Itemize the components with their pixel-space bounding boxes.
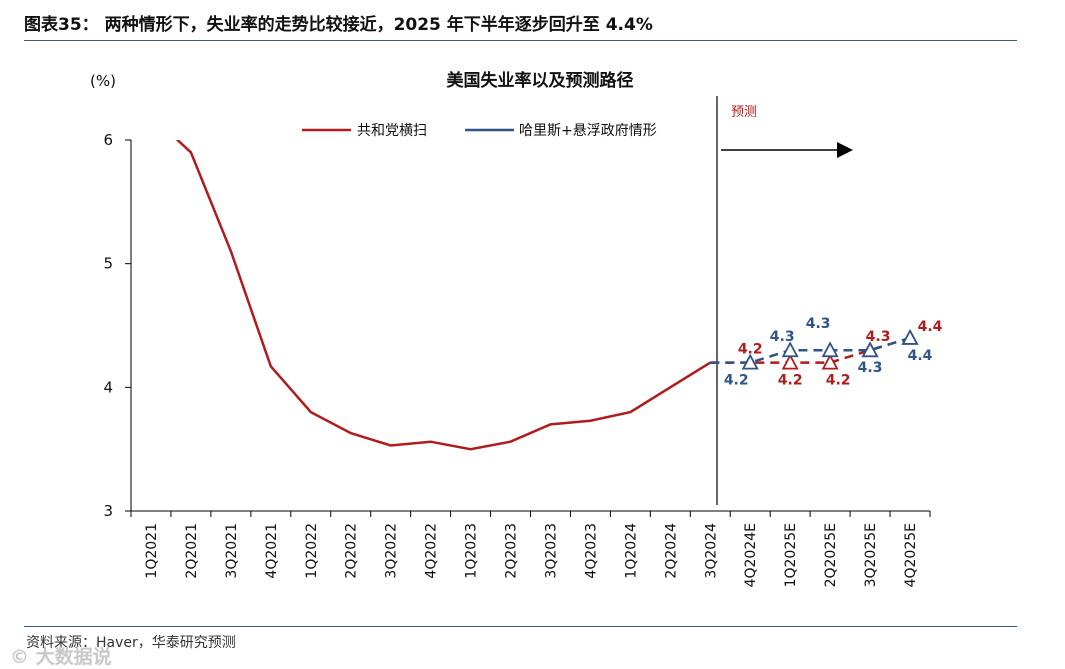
top-rule [24, 40, 1017, 41]
x-tick-label: 1Q2025E [783, 523, 799, 587]
data-label: 4.2 [738, 342, 763, 358]
data-point-marker [781, 353, 799, 370]
x-tick-label: 3Q2025E [863, 523, 879, 587]
forecast-label: 预测 [731, 105, 757, 120]
data-label: 4.2 [724, 373, 749, 389]
x-tick-label: 2Q2025E [823, 523, 839, 587]
x-tick-label: 4Q2021 [264, 523, 280, 579]
data-label: 4.3 [866, 329, 891, 345]
x-tick-label: 4Q2025E [903, 523, 919, 587]
x-tick-label: 1Q2022 [304, 523, 320, 579]
x-tick-label: 2Q2021 [184, 523, 200, 579]
data-point-marker [821, 341, 839, 358]
forecast-arrow-head [837, 142, 853, 158]
data-label: 4.3 [858, 360, 883, 376]
legend-label-harris: 哈里斯+悬浮政府情形 [519, 123, 657, 139]
data-point-marker [821, 353, 839, 370]
watermark-text: © 大数据说 [10, 646, 112, 668]
bottom-rule [24, 626, 1017, 627]
data-point-marker [901, 328, 919, 345]
data-point-marker [781, 341, 799, 358]
x-tick-label: 1Q2021 [144, 523, 160, 579]
y-tick-label: 6 [103, 131, 113, 149]
y-tick-label: 4 [103, 378, 113, 396]
data-label: 4.2 [826, 373, 851, 389]
data-point-marker [741, 353, 759, 370]
x-tick-label: 1Q2023 [464, 523, 480, 579]
figure-title: 图表35： 两种情形下，失业率的走势比较接近，2025 年下半年逐步回升至 4.… [24, 15, 653, 35]
data-label: 4.3 [770, 329, 795, 345]
x-tick-label: 4Q2022 [424, 523, 440, 579]
y-tick-label: 3 [103, 502, 113, 520]
x-tick-label: 3Q2021 [224, 523, 240, 579]
x-tick-label: 3Q2023 [543, 523, 559, 579]
x-tick-label: 2Q2024 [663, 523, 679, 579]
x-tick-label: 2Q2022 [344, 523, 360, 579]
data-label: 4.4 [908, 348, 933, 364]
legend-label-republican: 共和党横扫 [357, 123, 427, 139]
y-axis-unit: (%) [90, 72, 116, 90]
y-tick-label: 5 [103, 255, 113, 273]
x-tick-label: 1Q2024 [623, 523, 639, 579]
x-tick-label: 4Q2023 [583, 523, 599, 579]
chart-title: 美国失业率以及预测路径 [447, 70, 634, 91]
scenario-line-harris [710, 336, 911, 364]
data-label: 4.2 [778, 373, 803, 389]
x-tick-label: 3Q2024 [703, 523, 719, 579]
x-tick-label: 2Q2023 [504, 523, 520, 579]
source-note: 资料来源：Haver，华泰研究预测 [26, 635, 236, 651]
data-label: 4.4 [918, 319, 943, 335]
x-tick-label: 4Q2024E [743, 523, 759, 587]
data-label: 4.3 [806, 316, 831, 332]
data-point-marker [861, 341, 879, 358]
x-tick-label: 3Q2022 [384, 523, 400, 579]
history-line [175, 140, 711, 451]
